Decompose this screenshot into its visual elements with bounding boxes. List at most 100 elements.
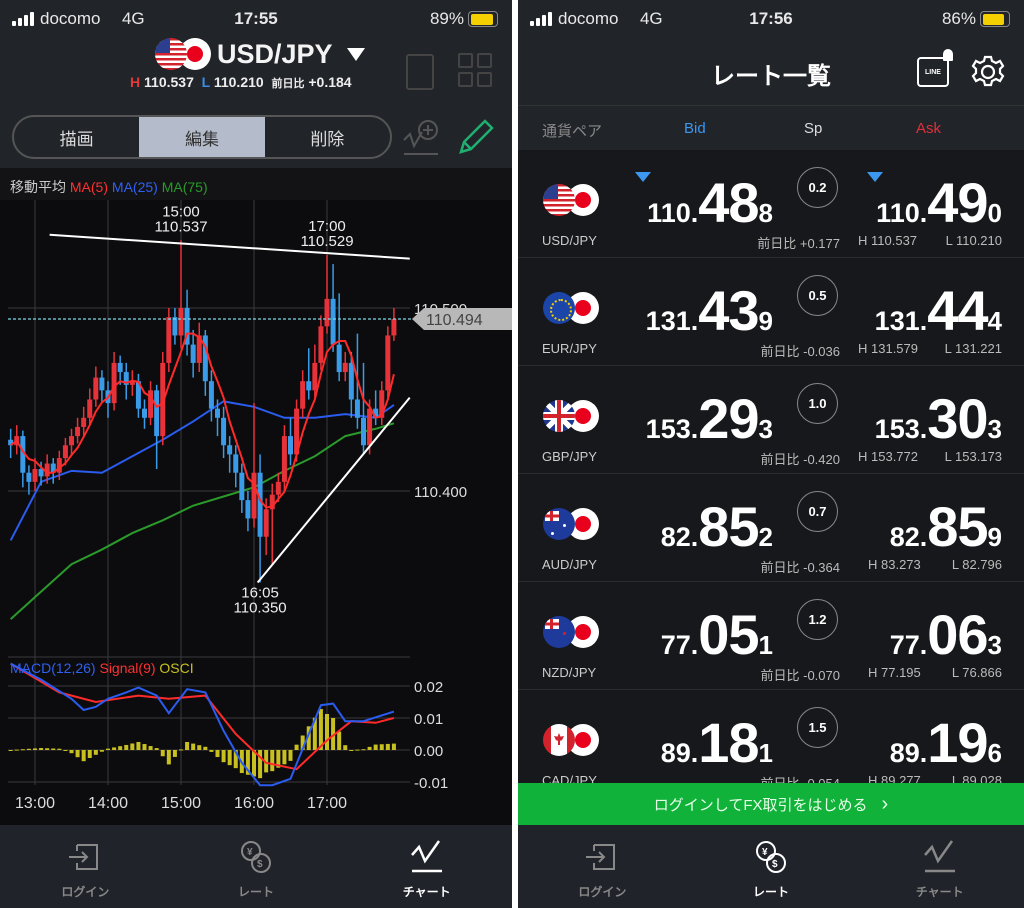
candle-body — [367, 408, 373, 446]
candle-body — [251, 472, 257, 519]
candle-body — [348, 362, 354, 400]
battery-icon — [468, 11, 498, 27]
candle-body — [318, 326, 324, 363]
candle-body — [32, 469, 38, 482]
candle-body — [300, 381, 306, 409]
add-point-icon[interactable] — [402, 118, 440, 156]
bid-price[interactable]: 82. 85 2 — [661, 494, 773, 559]
tab-draw[interactable]: 描画 — [59, 129, 94, 149]
change-value: -0.364 — [803, 560, 840, 575]
candle-body — [172, 317, 178, 336]
candle-body — [117, 362, 123, 373]
price-chart[interactable]: 110.500110.4000.020.010.00-0.0113:0014:0… — [0, 200, 512, 825]
candle-body — [263, 509, 269, 537]
svg-text:¥: ¥ — [247, 847, 253, 858]
candle-body — [26, 472, 32, 482]
rate-row[interactable]: GBP/JPY 153. 29 3 1.0 153. 30 3 前日比 -0.420 H… — [518, 366, 1024, 474]
col-pair: 通貨ペア — [542, 123, 603, 140]
tab-rate[interactable]: ¥ $ レート — [171, 825, 342, 908]
bid-price[interactable]: 89. 18 1 — [661, 710, 773, 775]
tab-login[interactable]: ログイン — [0, 825, 171, 908]
tab-label: ログイン — [61, 885, 110, 899]
carrier-name: docomo — [558, 9, 619, 28]
svg-text:¥: ¥ — [762, 847, 768, 858]
ask-price[interactable]: 82. 85 9 — [890, 494, 1002, 559]
spread-badge: 0.2 — [797, 167, 838, 208]
ask-price[interactable]: 131. 44 4 — [875, 278, 1002, 343]
col-ask: Ask — [916, 120, 942, 137]
bid-fraction: 9 — [758, 306, 773, 336]
day-change: 前日比 -0.070 — [760, 665, 840, 684]
bid-price[interactable]: 131. 43 9 — [646, 278, 773, 343]
candle-body — [221, 417, 227, 446]
rate-row[interactable]: CAD/JPY 89.181 1.5 89.196 前日比 -0.054 H 8… — [518, 690, 1024, 798]
candle-body — [354, 399, 360, 418]
bid-pips: 29 — [698, 387, 759, 450]
day-low: L 82.796 — [951, 557, 1002, 572]
annotation-price: 110.537 — [154, 218, 207, 235]
tab-delete[interactable]: 削除 — [310, 129, 345, 149]
rate-row[interactable]: EUR/JPY 131. 43 9 0.5 131. 44 4 前日比 -0.036 H… — [518, 258, 1024, 366]
macd-tick-label: 0.01 — [414, 711, 443, 728]
ma5-line — [10, 332, 395, 509]
ask-price[interactable]: 89. 19 6 — [890, 710, 1002, 775]
dropdown-triangle-icon — [346, 47, 365, 61]
banner-label: ログインしてFX取引をはじめる — [653, 796, 868, 814]
pair-name: USD/JPY — [542, 233, 597, 248]
osci-bar — [136, 742, 141, 750]
tab-edit[interactable]: 編集 — [139, 117, 265, 157]
bid-price[interactable]: 153. 29 3 — [646, 386, 773, 451]
osci-bar — [51, 748, 56, 750]
tab-login[interactable]: ログイン — [518, 825, 687, 908]
tab-chart[interactable]: チャート — [855, 825, 1024, 908]
ask-price[interactable]: 153. 30 3 — [875, 386, 1002, 451]
bid-big-figure: 89. — [660, 738, 699, 768]
tab-chart[interactable]: チャート — [341, 825, 512, 908]
osci-bar — [172, 750, 177, 757]
osci-bar — [45, 748, 50, 750]
spread-badge: 0.5 — [797, 275, 838, 316]
bid-price[interactable]: 110. 48 8 — [647, 170, 773, 235]
grid-layout-icon[interactable] — [458, 53, 492, 87]
candle-body — [8, 439, 14, 446]
candle-body — [123, 372, 129, 385]
change-label: 前日比 — [760, 452, 800, 467]
line-notification-icon[interactable]: LINE — [917, 49, 953, 87]
pair-name: NZD/JPY — [542, 665, 597, 680]
rate-row[interactable]: USD/JPY 110. 48 8 0.2 110. 49 0 前日比 +0.177 H… — [518, 150, 1024, 258]
candle-body — [99, 377, 105, 391]
candle-body — [312, 362, 318, 391]
bottom-tab-bar: ログイン ¥ $ レート チャート — [0, 825, 512, 908]
pencil-icon[interactable] — [455, 118, 495, 158]
candle-body — [154, 390, 160, 437]
pair-selector[interactable]: USD/JPY — [155, 38, 365, 70]
bid-big-figure: 110. — [647, 198, 699, 228]
ask-price[interactable]: 110. 49 0 — [876, 170, 1002, 235]
bid-pips: 43 — [698, 279, 759, 342]
chart-header: USD/JPY H 110.537 L 110.210 前日比 +0.184 描… — [0, 38, 512, 168]
svg-text:$: $ — [257, 859, 263, 870]
chart-screen: docomo 4G 17:55 89% USD/JPY H 110.537 L … — [0, 0, 512, 908]
pair-flag-icon — [543, 616, 599, 648]
rate-row[interactable]: AUD/JPY 82. 85 2 0.7 82. 85 9 前日比 -0.364 H 8… — [518, 474, 1024, 582]
pair-flag-icon — [155, 38, 211, 70]
osci-bar — [258, 750, 263, 779]
tab-rate[interactable]: ¥ $ レート — [687, 825, 856, 908]
candle-body — [50, 463, 56, 473]
rotate-screen-icon[interactable] — [406, 54, 434, 90]
ask-price[interactable]: 77. 06 3 — [890, 602, 1002, 667]
rate-row[interactable]: NZD/JPY 77. 05 1 1.2 77. 06 3 前日比 -0.070 H 7… — [518, 582, 1024, 690]
ask-pips: 19 — [927, 711, 988, 774]
macd-tick-label: 0.02 — [414, 679, 443, 696]
gear-icon[interactable] — [970, 54, 1006, 90]
day-low: L 153.173 — [944, 449, 1002, 464]
osci-bar — [306, 726, 311, 750]
osci-bar — [160, 750, 165, 757]
bid-price[interactable]: 77. 05 1 — [661, 602, 773, 667]
osci-bar — [233, 750, 238, 769]
change-label: 前日比 — [757, 236, 797, 251]
ma75-line — [9, 422, 395, 620]
login-banner-button[interactable]: ログインしてFX取引をはじめる › — [518, 783, 1024, 825]
osci-bar — [197, 745, 202, 750]
osci-bar — [33, 748, 37, 750]
